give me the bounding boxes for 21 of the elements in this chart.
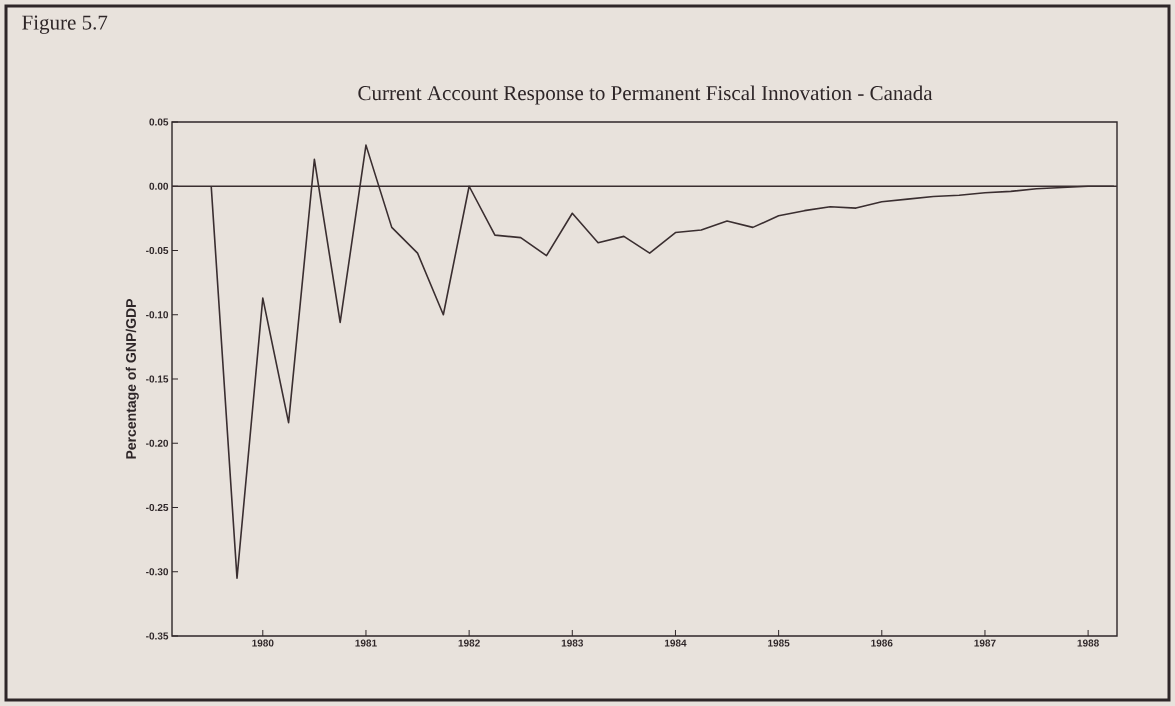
x-tick-label: 1985	[768, 639, 790, 647]
y-axis-title: Percentage of GNP/GDP	[125, 298, 139, 459]
y-tick-label: -0.25	[146, 503, 169, 512]
x-tick-label: 1986	[871, 639, 893, 647]
y-tick-label: 0.05	[149, 118, 169, 126]
y-tick-label: -0.15	[146, 375, 169, 383]
x-tick-label: 1984	[664, 639, 687, 647]
chart-title: Current Account Response to Permanent Fiscal Innovation - Canada	[358, 85, 933, 105]
y-tick-label: -0.30	[146, 568, 169, 576]
y-tick-label: -0.20	[146, 439, 169, 447]
x-tick-label: 1981	[355, 639, 377, 647]
x-tick-label: 1983	[561, 639, 584, 647]
x-tick-label: 1987	[974, 639, 996, 647]
y-tick-label: -0.35	[146, 632, 169, 640]
y-tick-label: 0.00	[149, 182, 169, 190]
caption: Figure 5.7	[22, 15, 108, 34]
y-tick-label: -0.10	[146, 311, 169, 319]
y-tick-label: -0.05	[146, 246, 169, 255]
x-tick-label: 1982	[458, 639, 480, 647]
x-tick-label: 1980	[252, 639, 274, 647]
x-tick-label: 1988	[1077, 639, 1099, 647]
